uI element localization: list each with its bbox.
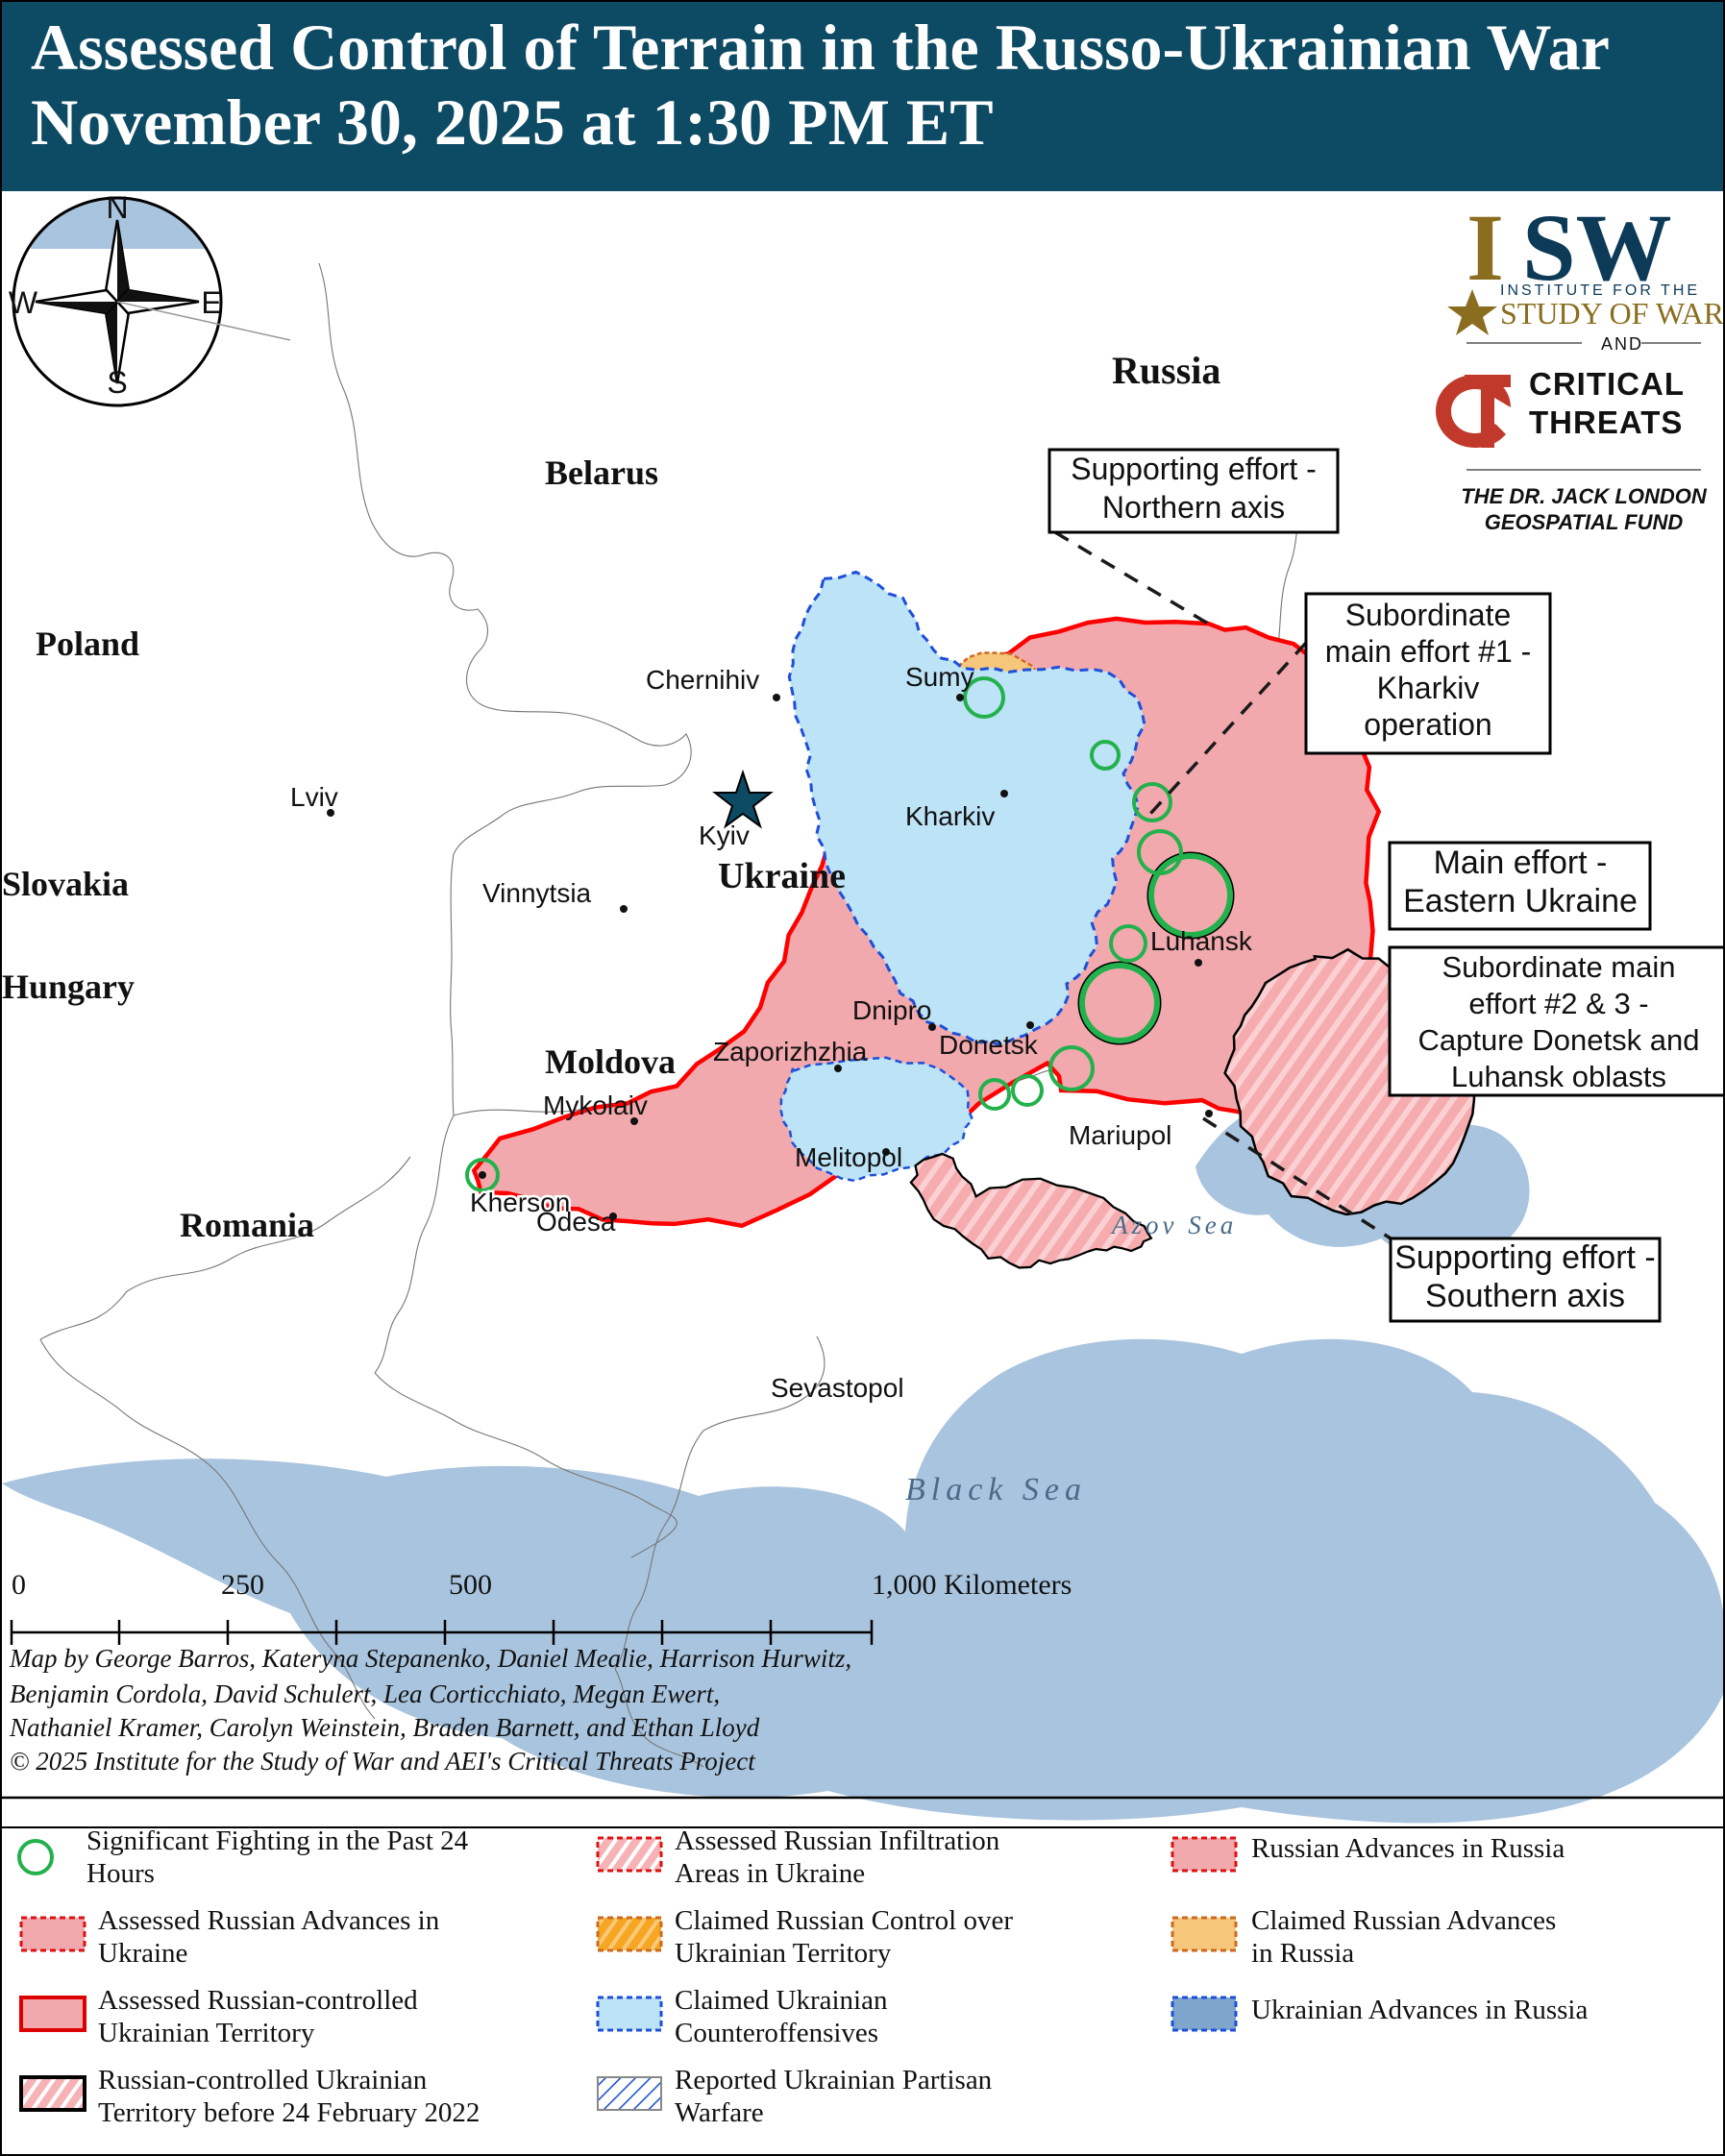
svg-text:Chernihiv: Chernihiv [646, 665, 759, 695]
svg-text:Ukraine: Ukraine [718, 856, 846, 896]
svg-text:250: 250 [221, 1569, 264, 1601]
svg-text:in Russia: in Russia [1251, 1938, 1354, 1969]
svg-text:© 2025 Institute for the Study: © 2025 Institute for the Study of War an… [10, 1747, 756, 1776]
svg-text:Black Sea: Black Sea [905, 1472, 1087, 1507]
svg-text:Subordinate: Subordinate [1345, 598, 1512, 632]
svg-text:Donetsk: Donetsk [939, 1030, 1039, 1060]
svg-text:Territory before 24 February 2: Territory before 24 February 2022 [98, 2097, 480, 2128]
svg-text:Sevastopol: Sevastopol [771, 1373, 904, 1403]
svg-text:Luhansk oblasts: Luhansk oblasts [1451, 1060, 1666, 1093]
svg-text:THREATS: THREATS [1529, 404, 1683, 440]
svg-text:Main effort -: Main effort - [1434, 845, 1608, 881]
svg-text:Ukrainian Advances in Russia: Ukrainian Advances in Russia [1251, 1995, 1588, 2025]
svg-text:Supporting effort -: Supporting effort - [1071, 452, 1317, 486]
svg-text:Counteroffensives: Counteroffensives [675, 2018, 878, 2048]
svg-text:STUDY OF WAR: STUDY OF WAR [1500, 296, 1725, 331]
svg-text:Nathaniel Kramer, Carolyn Wein: Nathaniel Kramer, Carolyn Weinstein, Bra… [9, 1713, 760, 1742]
svg-text:Odesa: Odesa [536, 1207, 616, 1237]
svg-text:Slovakia: Slovakia [2, 865, 129, 903]
svg-text:Zaporizhzhia: Zaporizhzhia [713, 1037, 868, 1066]
svg-text:Assessed Russian Advances in: Assessed Russian Advances in [98, 1905, 440, 1936]
svg-text:THE DR. JACK LONDON: THE DR. JACK LONDON [1461, 484, 1708, 508]
svg-text:Belarus: Belarus [545, 453, 658, 492]
svg-text:W: W [9, 285, 38, 320]
svg-text:Benjamin Cordola, David Schule: Benjamin Cordola, David Schulert, Lea Co… [10, 1679, 720, 1708]
svg-text:Lviv: Lviv [290, 782, 338, 812]
svg-text:Supporting effort -: Supporting effort - [1394, 1239, 1656, 1276]
svg-text:Warfare: Warfare [675, 2097, 764, 2128]
svg-text:Claimed Russian Advances: Claimed Russian Advances [1251, 1905, 1556, 1936]
svg-text:S: S [107, 365, 127, 400]
svg-text:Hungary: Hungary [2, 968, 135, 1006]
svg-text:Assessed Russian-controlled: Assessed Russian-controlled [98, 1985, 418, 2016]
svg-text:Kharkiv: Kharkiv [905, 801, 995, 831]
svg-text:Russia: Russia [1112, 349, 1220, 392]
svg-text:N: N [106, 191, 128, 225]
svg-text:main effort #1 -: main effort #1 - [1325, 634, 1532, 669]
svg-text:Romania: Romania [180, 1206, 314, 1244]
svg-text:Subordinate main: Subordinate main [1442, 950, 1676, 984]
svg-text:Luhansk: Luhansk [1150, 926, 1253, 956]
svg-text:E: E [201, 285, 221, 320]
svg-text:Mariupol: Mariupol [1069, 1120, 1171, 1150]
svg-text:Melitopol: Melitopol [795, 1142, 902, 1172]
svg-text:Kharkiv: Kharkiv [1377, 671, 1480, 705]
svg-text:Azov Sea: Azov Sea [1110, 1211, 1237, 1239]
svg-text:Hours: Hours [86, 1858, 155, 1889]
svg-text:Mykolaiv: Mykolaiv [543, 1090, 648, 1120]
svg-text:AND: AND [1601, 334, 1643, 354]
svg-text:Map by George Barros, Kateryna: Map by George Barros, Kateryna Stepanenk… [9, 1644, 851, 1673]
svg-text:Kyiv: Kyiv [699, 821, 750, 850]
svg-text:Southern axis: Southern axis [1425, 1278, 1625, 1314]
svg-text:Northern axis: Northern axis [1102, 490, 1285, 525]
svg-text:Moldova: Moldova [545, 1042, 676, 1081]
svg-text:Poland: Poland [36, 625, 139, 663]
svg-text:Russian-controlled Ukrainian: Russian-controlled Ukrainian [98, 2065, 428, 2095]
svg-text:Claimed Ukrainian: Claimed Ukrainian [675, 1985, 888, 2016]
svg-text:I: I [1466, 194, 1504, 301]
svg-text:Vinnytsia: Vinnytsia [482, 878, 592, 908]
svg-text:Eastern Ukraine: Eastern Ukraine [1403, 883, 1638, 919]
svg-text:Reported Ukrainian Partisan: Reported Ukrainian Partisan [675, 2065, 993, 2095]
svg-text:1,000 Kilometers: 1,000 Kilometers [872, 1569, 1072, 1601]
svg-text:Ukraine: Ukraine [98, 1938, 187, 1969]
svg-text:Sumy: Sumy [905, 662, 974, 692]
svg-text:CRITICAL: CRITICAL [1529, 366, 1685, 402]
svg-text:500: 500 [449, 1569, 492, 1601]
svg-text:Areas in Ukraine: Areas in Ukraine [675, 1858, 865, 1889]
svg-text:Russian Advances in Russia: Russian Advances in Russia [1251, 1833, 1565, 1864]
svg-text:Dnipro: Dnipro [852, 995, 931, 1025]
svg-text:Assessed Russian Infiltration: Assessed Russian Infiltration [675, 1828, 1000, 1856]
svg-text:operation: operation [1364, 707, 1491, 742]
svg-text:Capture Donetsk and: Capture Donetsk and [1418, 1023, 1700, 1057]
svg-text:GEOSPATIAL FUND: GEOSPATIAL FUND [1485, 510, 1684, 534]
svg-text:Claimed Russian Control over: Claimed Russian Control over [675, 1905, 1013, 1936]
svg-text:Ukrainian Territory: Ukrainian Territory [675, 1938, 892, 1969]
svg-text:Significant Fighting in the Pa: Significant Fighting in the Past 24 [86, 1828, 469, 1856]
svg-text:Ukrainian Territory: Ukrainian Territory [98, 2018, 315, 2048]
svg-text:effort #2 & 3 -: effort #2 & 3 - [1468, 987, 1648, 1020]
svg-text:0: 0 [12, 1569, 26, 1601]
